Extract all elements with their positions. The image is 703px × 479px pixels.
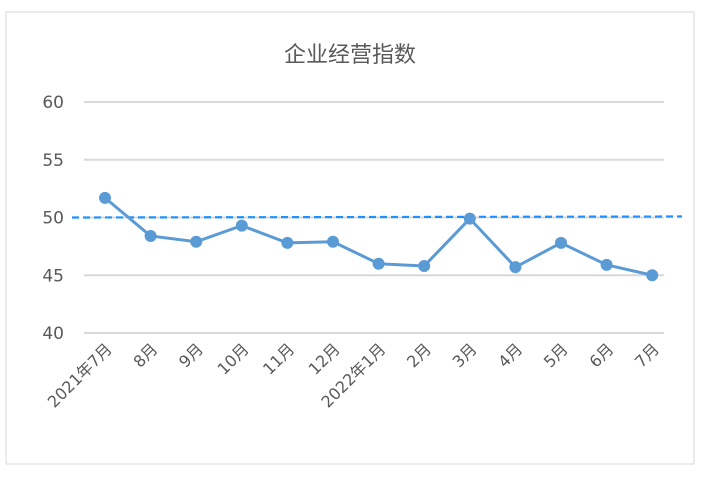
y-tick-label: 60	[42, 93, 64, 113]
data-point	[327, 235, 339, 248]
y-tick-label: 45	[42, 266, 64, 286]
data-point	[463, 212, 476, 225]
y-tick-label: 50	[42, 209, 64, 229]
chart-border	[5, 11, 695, 465]
data-point	[144, 229, 157, 242]
data-point	[190, 235, 203, 248]
data-point	[509, 261, 522, 274]
reference-line	[71, 215, 683, 219]
data-point	[555, 236, 567, 249]
data-point	[646, 269, 659, 282]
data-point	[99, 191, 111, 204]
y-tick-label: 40	[42, 324, 64, 344]
chart-title: 企业经营指数	[284, 43, 416, 68]
data-point	[235, 219, 248, 232]
data-point	[418, 260, 431, 273]
data-point	[372, 257, 385, 270]
y-tick-label: 55	[42, 151, 64, 171]
data-point	[281, 236, 294, 249]
data-point	[600, 258, 613, 271]
